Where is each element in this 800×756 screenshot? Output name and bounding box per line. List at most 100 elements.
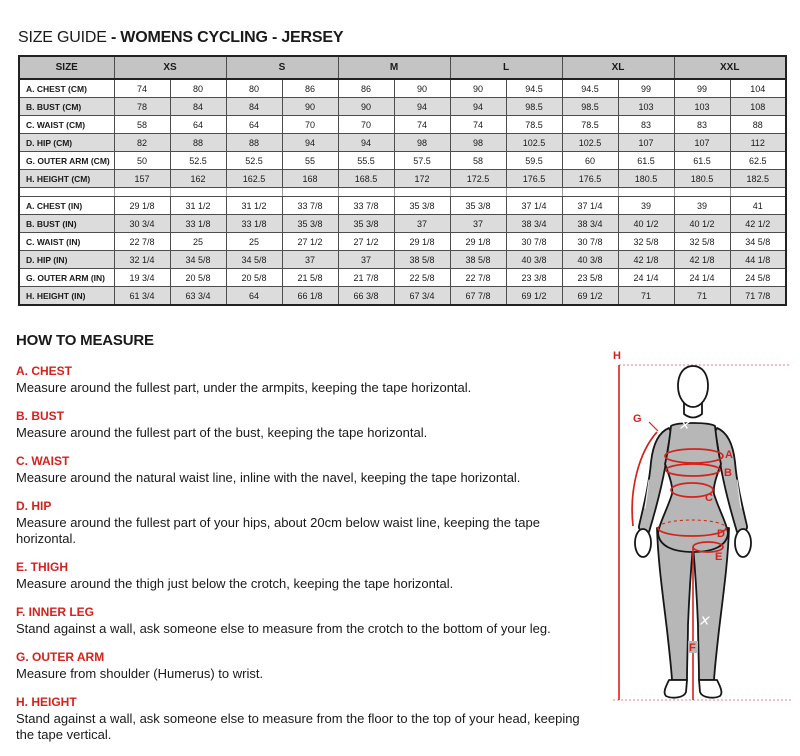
row-label: G. OUTER ARM (CM) (18, 151, 115, 170)
cell-value: 62.5 (729, 151, 787, 170)
cell-value: 162 (169, 169, 227, 188)
cell-value: 24 5/8 (729, 268, 787, 287)
cell-value: 40 3/8 (561, 250, 619, 269)
row-label: B. BUST (IN) (18, 214, 115, 233)
cell-value: 21 5/8 (281, 268, 339, 287)
cell-value: 22 7/8 (113, 232, 171, 251)
page-title-product: - WOMENS CYCLING - JERSEY (110, 29, 344, 46)
cell-value: 67 7/8 (449, 286, 507, 306)
table-header-row: SIZE XS S M L XL XXL (18, 55, 787, 80)
cell-value: 94.5 (561, 78, 619, 98)
table-row: H. HEIGHT (CM) 157 162 162.5 168 168.5 172 172.… (18, 169, 787, 188)
table-row: C. WAIST (CM) 58 64 64 70 70 74 74 78.5 78.5 83 83 8… (18, 115, 787, 134)
row-label: B. BUST (CM) (18, 97, 115, 116)
cell-value: 37 (393, 214, 451, 233)
cell-value: 21 7/8 (337, 268, 395, 287)
row-label: H. HEIGHT (CM) (18, 169, 115, 188)
size-table: SIZE XS S M L XL XXL A. CHEST (CM) 74 80 80… (18, 55, 787, 306)
cell-value: 42 1/8 (673, 250, 731, 269)
cell-value: 176.5 (561, 169, 619, 188)
cell-value: 50 (113, 151, 171, 170)
cell-value: 63 3/4 (169, 286, 227, 306)
cell-value: 31 1/2 (169, 196, 227, 215)
cell-value: 22 7/8 (449, 268, 507, 287)
cell-value: 69 1/2 (561, 286, 619, 306)
cell-value: 99 (673, 78, 731, 98)
cell-value: 29 1/8 (449, 232, 507, 251)
measure-item-label: D. HIP (16, 499, 52, 513)
measure-item: D. HIP Measure around the fullest part of… (16, 499, 601, 547)
measure-item-label: G. OUTER ARM (16, 650, 105, 664)
measure-item-label: E. THIGH (16, 560, 69, 574)
table-row: G. OUTER ARM (IN) 19 3/4 20 5/8 20 5/8 21 5/… (18, 268, 787, 287)
measure-list: A. CHEST Measure around the fullest part,… (16, 364, 601, 756)
cell-value: 172 (393, 169, 451, 188)
cell-value: 102.5 (505, 133, 563, 152)
cell-value: 84 (169, 97, 227, 116)
cell-value: 103 (673, 97, 731, 116)
cell-value: 78 (113, 97, 171, 116)
cell-value: 30 7/8 (505, 232, 563, 251)
cell-value: 71 (617, 286, 675, 306)
cell-value: 180.5 (673, 169, 731, 188)
cell-value: 35 3/8 (281, 214, 339, 233)
cell-value: 88 (729, 115, 787, 134)
cell-value: 27 1/2 (281, 232, 339, 251)
measure-item-label: H. HEIGHT (16, 695, 77, 709)
cell-value: 98 (393, 133, 451, 152)
cell-value: 34 5/8 (225, 250, 283, 269)
cell-value: 55.5 (337, 151, 395, 170)
cell-value: 35 3/8 (337, 214, 395, 233)
cell-value: 64 (225, 286, 283, 306)
cell-value: 102.5 (561, 133, 619, 152)
bust-label: B (724, 467, 732, 479)
cell-value: 78.5 (505, 115, 563, 134)
cell-value: 90 (449, 78, 507, 98)
cell-value: 61 3/4 (113, 286, 171, 306)
cell-value: 78.5 (561, 115, 619, 134)
cell-value: 30 7/8 (561, 232, 619, 251)
cell-value: 38 3/4 (505, 214, 563, 233)
cell-value: 33 7/8 (337, 196, 395, 215)
cell-value: 34 5/8 (169, 250, 227, 269)
cell-value: 44 1/8 (729, 250, 787, 269)
logo-marks (644, 421, 742, 625)
cell-value: 74 (393, 115, 451, 134)
body-measurement-diagram: H G A B C D E F (613, 350, 791, 701)
cell-value: 182.5 (729, 169, 787, 188)
waist-ellipse (670, 482, 714, 498)
spacer-row (18, 187, 787, 197)
cell-value: 33 1/8 (169, 214, 227, 233)
cell-value: 98.5 (561, 97, 619, 116)
cell-value: 41 (729, 196, 787, 215)
cell-value: 108 (729, 97, 787, 116)
row-label: D. HIP (CM) (18, 133, 115, 152)
cell-value: 42 1/8 (617, 250, 675, 269)
cell-value: 112 (729, 133, 787, 152)
cell-value: 37 (281, 250, 339, 269)
cell-value: 20 5/8 (225, 268, 283, 287)
cell-value: 157 (113, 169, 171, 188)
cell-value: 66 3/8 (337, 286, 395, 306)
header-size-xxl: XXL (673, 55, 787, 80)
measure-item-label: A. CHEST (16, 364, 73, 378)
hip-ellipse-front (657, 527, 727, 537)
cell-value: 107 (673, 133, 731, 152)
measure-item: G. OUTER ARM Measure from shoulder (Humer… (16, 650, 601, 682)
cell-value: 32 5/8 (617, 232, 675, 251)
cell-value: 74 (449, 115, 507, 134)
cell-value: 82 (113, 133, 171, 152)
cell-value: 61.5 (673, 151, 731, 170)
header-size-xs: XS (113, 55, 227, 80)
how-to-measure-heading: HOW TO MEASURE (16, 332, 154, 349)
cell-value: 107 (617, 133, 675, 152)
cell-value: 35 3/8 (393, 196, 451, 215)
cell-value: 67 3/4 (393, 286, 451, 306)
thigh-label: E (715, 551, 722, 563)
table-row: H. HEIGHT (IN) 61 3/4 63 3/4 64 66 1/8 66 3/8… (18, 286, 787, 306)
page-title-prefix: SIZE GUIDE (18, 29, 107, 46)
cell-value: 33 7/8 (281, 196, 339, 215)
header-size-l: L (449, 55, 563, 80)
cell-value: 57.5 (393, 151, 451, 170)
cell-value: 99 (617, 78, 675, 98)
